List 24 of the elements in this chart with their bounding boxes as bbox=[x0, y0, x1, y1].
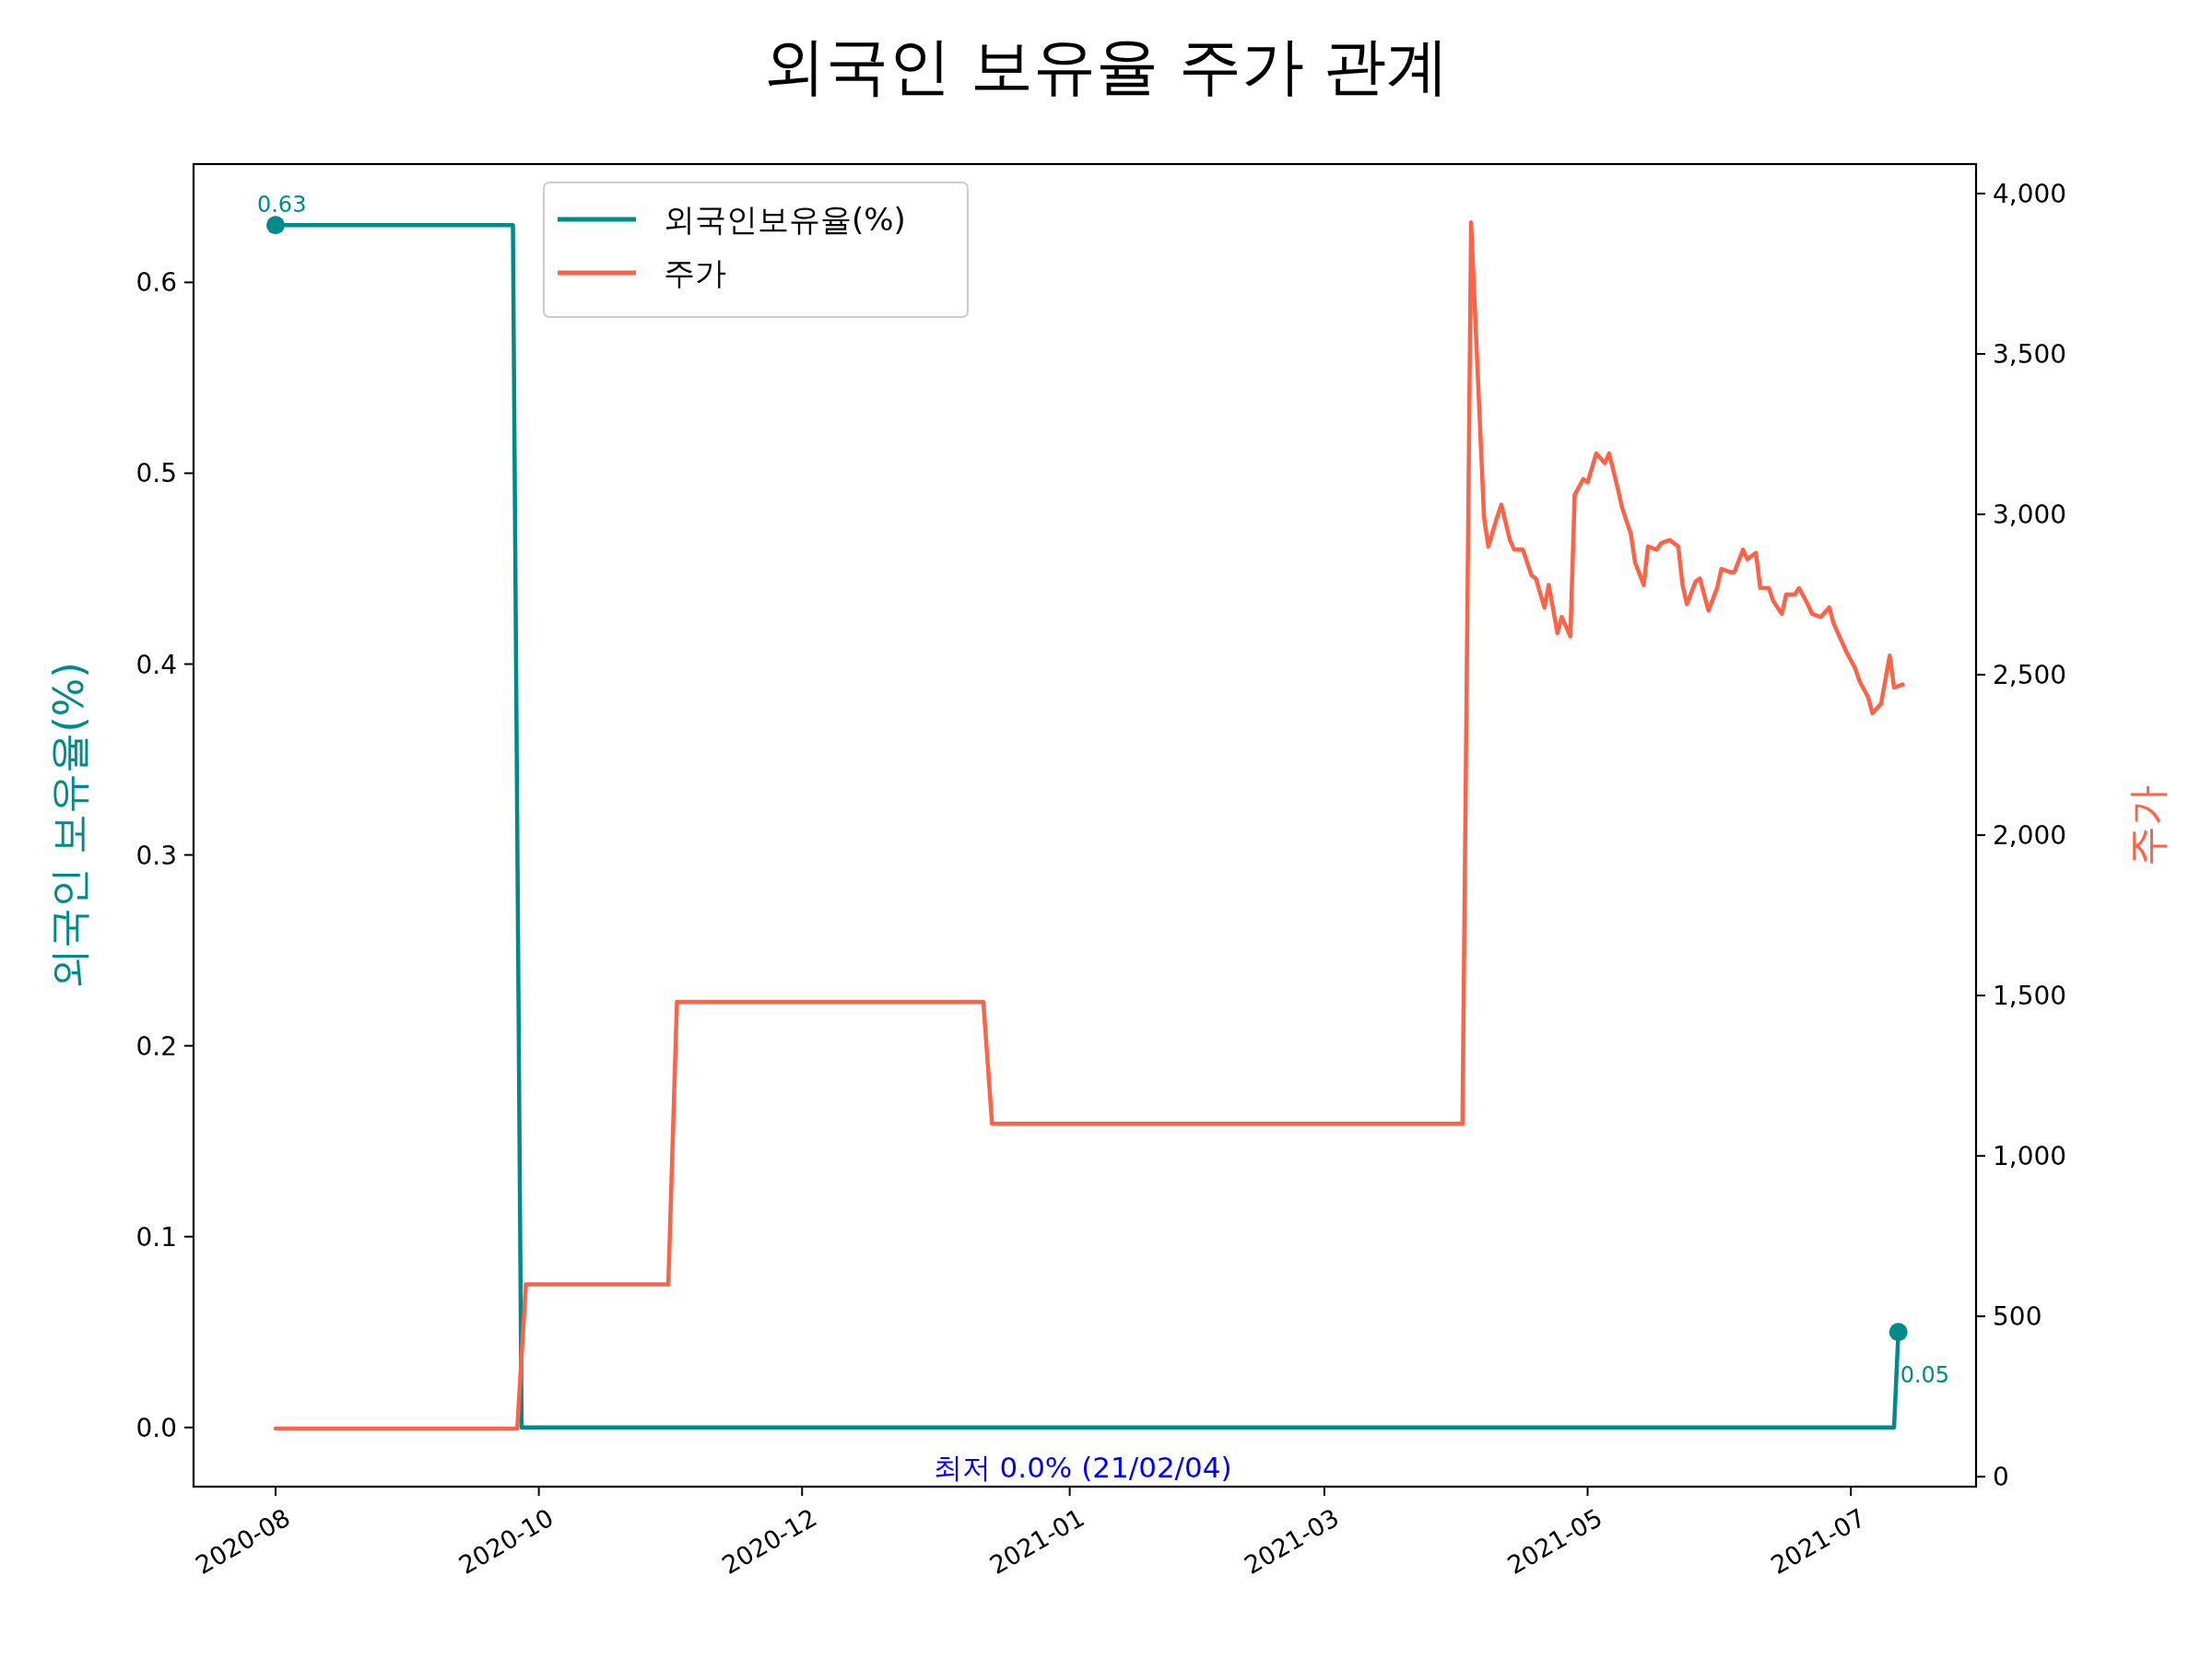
y2-tick-label: 2,000 bbox=[1993, 820, 2067, 852]
data-label: 0.05 bbox=[1900, 1362, 1950, 1389]
legend-label: 외국인보유율(%) bbox=[664, 201, 906, 238]
y-tick-label: 0.0 bbox=[135, 1412, 177, 1443]
legend-label: 주가 bbox=[664, 254, 726, 291]
y-axis-title: 외국인 보유율(%) bbox=[45, 662, 92, 989]
chart-title: 외국인 보유율 주가 관계 bbox=[762, 29, 1450, 102]
y-tick-label: 0.4 bbox=[135, 649, 177, 680]
y-tick-label: 0.5 bbox=[135, 458, 177, 489]
y2-tick-label: 500 bbox=[1993, 1301, 2042, 1333]
y2-tick-label: 2,500 bbox=[1993, 660, 2067, 691]
y-tick-label: 0.6 bbox=[135, 267, 177, 299]
y2-tick-label: 1,500 bbox=[1993, 981, 2067, 1012]
y-tick-label: 0.1 bbox=[135, 1221, 177, 1253]
y-tick-label: 0.3 bbox=[135, 840, 177, 871]
y-tick-label: 0.2 bbox=[135, 1030, 177, 1062]
y2-axis-title: 주가 bbox=[2124, 784, 2171, 866]
y2-tick-label: 4,000 bbox=[1993, 179, 2067, 210]
y2-tick-label: 3,500 bbox=[1993, 339, 2067, 371]
annotation: 최저 0.0% (21/02/04) bbox=[933, 1450, 1232, 1484]
y2-tick-label: 0 bbox=[1993, 1462, 2009, 1493]
y2-tick-label: 1,000 bbox=[1993, 1141, 2067, 1172]
data-label: 0.63 bbox=[256, 192, 307, 218]
y2-tick-label: 3,000 bbox=[1993, 500, 2067, 531]
